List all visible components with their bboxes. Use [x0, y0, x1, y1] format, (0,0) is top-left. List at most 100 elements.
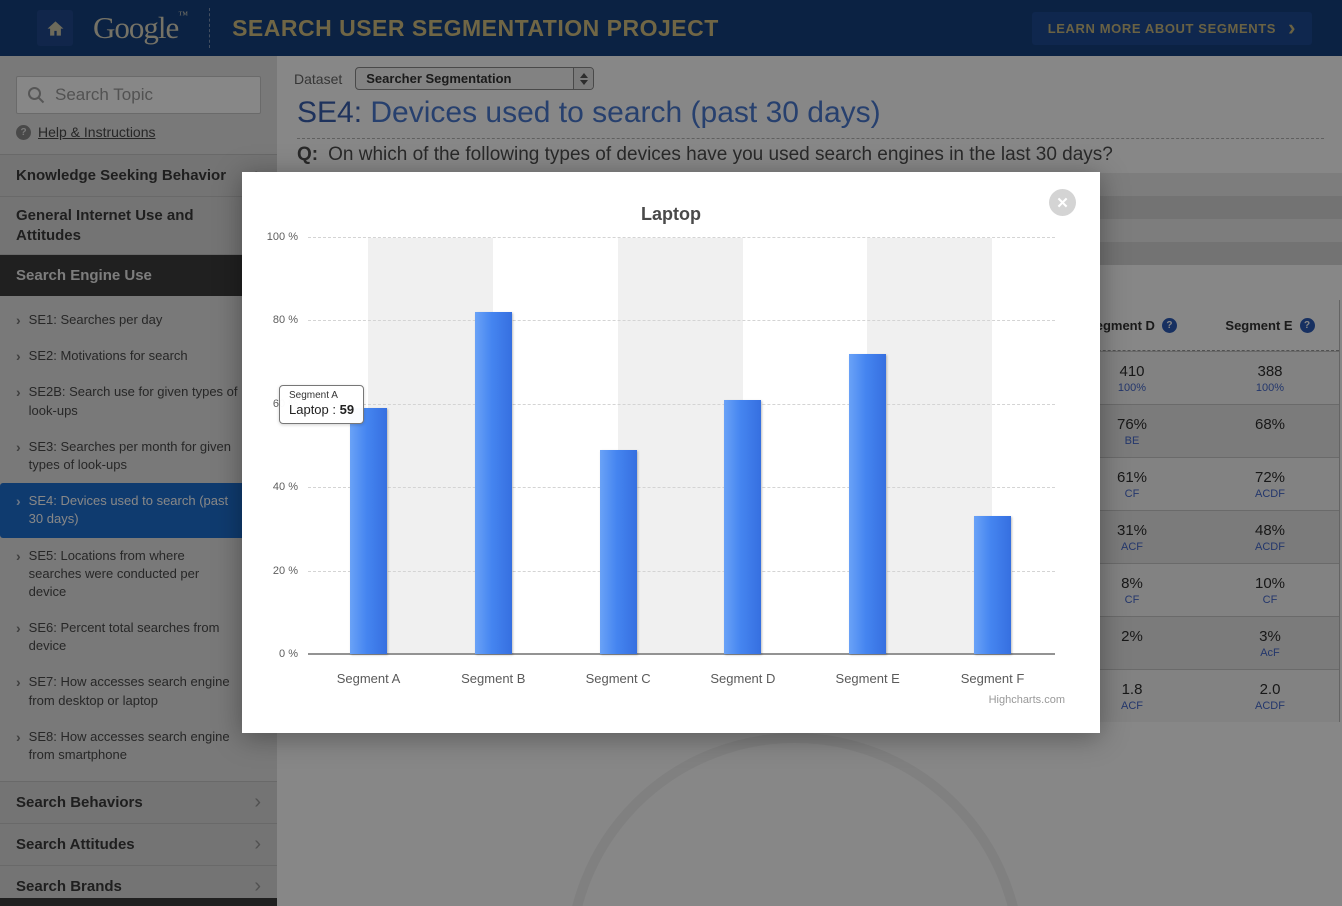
sidebar-item-se3[interactable]: › SE3: Searches per month for given types… — [0, 429, 277, 483]
learn-more-button[interactable]: LEARN MORE ABOUT SEGMENTS › — [1031, 11, 1312, 45]
table-row: 8% CF 10% CF — [1063, 563, 1339, 616]
sidebar-item-se8[interactable]: › SE8: How accesses search engine from sm… — [0, 719, 277, 773]
tooltip-series: Segment A — [289, 390, 338, 401]
cell-note: ACDF — [1255, 540, 1285, 553]
y-axis-tick: 20 % — [272, 565, 298, 577]
column-header-segment-e: Segment E ? — [1201, 300, 1339, 350]
sidebar-section-search-behaviors[interactable]: Search Behaviors › — [0, 781, 277, 824]
y-axis-tick: 40 % — [272, 481, 298, 493]
question-label: Q: — [297, 144, 319, 165]
header-bar: Google™ SEARCH USER SEGMENTATION PROJECT… — [0, 0, 1342, 56]
chevron-right-icon: › — [254, 875, 261, 898]
x-axis-line — [308, 653, 1055, 655]
column-header-segment-d: Segment D ? — [1063, 300, 1201, 350]
cell-value: 410 — [1119, 362, 1145, 380]
home-icon — [47, 20, 63, 36]
tooltip-value: 59 — [339, 402, 355, 417]
sidebar-item-se1[interactable]: › SE1: Searches per day — [16, 312, 163, 328]
page-title: SE4: Devices used to search (past 30 day… — [297, 96, 881, 129]
gridline — [308, 237, 1055, 238]
chart-modal: ✕ Laptop 100 % 80 % 60 % 40 % 20 % 0 % S… — [242, 172, 1100, 733]
select-stepper-icon — [573, 68, 594, 89]
plot-band — [867, 238, 992, 654]
y-axis-tick: 0 % — [279, 648, 298, 660]
help-link[interactable]: Help & Instructions — [38, 124, 156, 140]
sidebar-item-se6[interactable]: › SE6: Percent total searches from device — [0, 610, 277, 664]
close-icon[interactable]: ✕ — [1049, 189, 1076, 216]
cell-note: ACF — [1121, 699, 1143, 712]
cell-note: CF — [1262, 593, 1278, 606]
sidebar-item-se5[interactable]: › SE5: Locations from where searches were… — [0, 538, 277, 611]
topic-search — [16, 76, 261, 114]
chevron-right-icon: › — [16, 312, 21, 328]
x-axis-label-segment-b: Segment B — [461, 671, 526, 686]
sidebar-section-search-engine-use[interactable]: Search Engine Use — [0, 254, 277, 296]
sidebar-next-section-edge — [0, 898, 277, 906]
sidebar-section-general-internet[interactable]: General Internet Use and Attitudes › — [0, 196, 277, 254]
cell-value: 76% — [1116, 415, 1148, 433]
y-axis-tick: 80 % — [272, 314, 298, 326]
gridline — [308, 404, 1055, 405]
dataset-row: Dataset Searcher Segmentation — [294, 67, 595, 90]
chevron-right-icon: › — [16, 547, 21, 564]
x-axis-label-segment-e: Segment E — [835, 671, 900, 686]
dataset-selected-value: Searcher Segmentation — [366, 71, 512, 86]
bar-segment-a[interactable] — [350, 408, 387, 654]
y-axis-tick: 100 % — [266, 231, 298, 243]
x-axis-label-segment-c: Segment C — [585, 671, 651, 686]
question-mark-icon[interactable]: ? — [1161, 317, 1177, 333]
cell-value: 3% — [1259, 627, 1281, 645]
x-axis-label-segment-f: Segment F — [960, 671, 1025, 686]
app-title: SEARCH USER SEGMENTATION PROJECT — [232, 14, 719, 41]
question-mark-icon[interactable]: ? — [1299, 317, 1315, 333]
gridline — [308, 571, 1055, 572]
table-row: 2% 3% AcF — [1063, 616, 1339, 669]
question-text: Q: On which of the following types of dev… — [297, 144, 1113, 165]
cell-value: 10% — [1254, 574, 1286, 592]
cell-value: 48% — [1254, 521, 1286, 539]
table-row: 1.8 ACF 2.0 ACDF — [1063, 669, 1339, 722]
table-row: 410 100% 388 100% — [1063, 351, 1339, 404]
plot-band — [618, 238, 743, 654]
help-row: ? Help & Instructions — [16, 124, 261, 140]
learn-more-label: LEARN MORE ABOUT SEGMENTS — [1047, 20, 1277, 36]
chevron-right-icon: › — [16, 493, 21, 510]
sidebar-section-search-attitudes[interactable]: Search Attitudes › — [0, 823, 277, 866]
cell-note: ACF — [1121, 540, 1143, 553]
cell-value: 2% — [1121, 627, 1143, 645]
bar-segment-f[interactable] — [974, 516, 1011, 654]
home-button[interactable] — [37, 10, 73, 46]
cell-value: 8% — [1121, 574, 1143, 592]
table-row: 76% BE 68% — [1063, 404, 1339, 457]
gridline — [308, 320, 1055, 321]
cell-value: 31% — [1116, 521, 1148, 539]
bar-segment-b[interactable] — [474, 312, 512, 654]
search-input[interactable] — [16, 76, 261, 114]
chevron-right-icon: › — [254, 833, 261, 856]
bar-segment-d[interactable] — [724, 400, 762, 654]
chevron-right-icon: › — [16, 728, 21, 745]
google-logo[interactable]: Google™ — [93, 10, 188, 45]
sidebar-item-se2[interactable]: › SE2: Motivations for search — [16, 348, 188, 365]
segment-table: Segment D ? Segment E ? 410 100% 388 100% … — [1063, 300, 1340, 722]
highcharts-credits[interactable]: Highcharts.com — [988, 694, 1065, 706]
chart-tooltip: Segment A Laptop : 59 — [279, 385, 365, 424]
chevron-right-icon: › — [16, 438, 21, 455]
sidebar-item-se2b[interactable]: › SE2B: Search use for given types of loo… — [0, 374, 277, 428]
sidebar-item-se7[interactable]: › SE7: How accesses search engine from de… — [0, 664, 277, 718]
sidebar-item-se4-active[interactable]: › SE4: Devices used to search (past 30 da… — [0, 483, 277, 538]
cell-value: 1.8 — [1121, 680, 1143, 698]
dataset-select[interactable]: Searcher Segmentation — [355, 67, 595, 90]
trademark-mark: ™ — [178, 10, 188, 21]
cell-note: 100% — [1117, 381, 1147, 394]
table-header-separator — [1063, 350, 1339, 351]
chevron-right-icon: › — [254, 791, 261, 814]
cell-note: CF — [1124, 593, 1140, 606]
table-row: 61% CF 72% ACDF — [1063, 457, 1339, 510]
cell-note: AcF — [1260, 646, 1280, 659]
sidebar-section-knowledge-seeking[interactable]: Knowledge Seeking Behavior › — [0, 154, 277, 196]
bar-segment-e[interactable] — [849, 354, 887, 654]
bar-segment-c[interactable] — [599, 450, 637, 654]
help-icon: ? — [16, 124, 31, 140]
